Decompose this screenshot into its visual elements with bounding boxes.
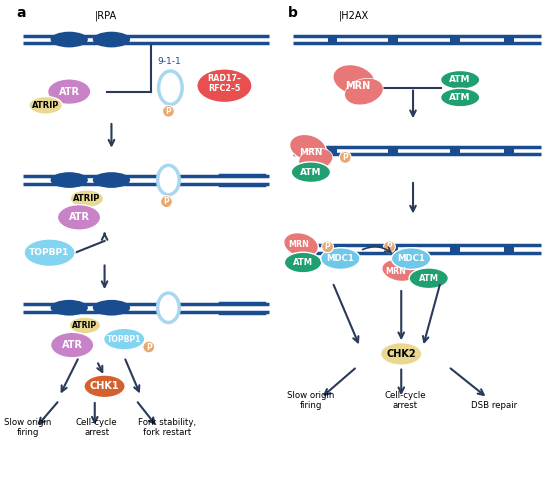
Ellipse shape (291, 162, 330, 182)
Ellipse shape (93, 300, 130, 315)
Ellipse shape (158, 293, 179, 323)
Circle shape (384, 241, 395, 253)
Ellipse shape (321, 248, 360, 269)
Text: MDC1: MDC1 (327, 254, 354, 263)
Ellipse shape (391, 248, 431, 269)
Ellipse shape (51, 32, 88, 48)
Text: ATM: ATM (293, 258, 313, 267)
Text: |RPA: |RPA (95, 11, 117, 21)
Ellipse shape (58, 205, 100, 230)
Ellipse shape (289, 134, 326, 161)
Text: P: P (166, 107, 171, 116)
Ellipse shape (159, 71, 182, 104)
Text: ATR: ATR (59, 87, 80, 97)
Circle shape (163, 105, 175, 117)
Text: b: b (288, 6, 298, 20)
Bar (505, 35, 514, 43)
Ellipse shape (158, 165, 179, 195)
Ellipse shape (51, 332, 94, 358)
Bar (389, 245, 398, 253)
Text: MRN: MRN (289, 241, 310, 249)
Text: ATR: ATR (61, 340, 83, 350)
Ellipse shape (333, 65, 376, 95)
Ellipse shape (24, 239, 75, 266)
Circle shape (339, 152, 351, 163)
Ellipse shape (93, 32, 130, 48)
Bar (505, 245, 514, 253)
Ellipse shape (51, 300, 88, 315)
Text: ATM: ATM (300, 168, 322, 177)
Text: Slow origin
firing: Slow origin firing (287, 391, 334, 410)
Text: 9-1-1: 9-1-1 (158, 57, 181, 66)
Text: CHK1: CHK1 (89, 382, 119, 391)
Bar (328, 147, 338, 155)
Bar (450, 245, 460, 253)
Text: ATRIP: ATRIP (72, 321, 98, 330)
Text: Fork stability,
fork restart: Fork stability, fork restart (138, 418, 197, 437)
Ellipse shape (70, 190, 104, 208)
Bar (328, 35, 338, 43)
Text: ATR: ATR (69, 212, 89, 223)
Text: P: P (146, 343, 152, 351)
Text: ATRIP: ATRIP (32, 101, 59, 110)
Text: DSB repair: DSB repair (470, 401, 517, 410)
Bar (505, 147, 514, 155)
Text: ATM: ATM (450, 93, 471, 102)
Text: P: P (324, 243, 330, 251)
Ellipse shape (284, 233, 318, 257)
Bar (450, 147, 460, 155)
Text: |H2AX: |H2AX (338, 11, 368, 21)
Ellipse shape (409, 268, 449, 289)
Text: ATM: ATM (450, 75, 471, 85)
Bar (389, 147, 398, 155)
Ellipse shape (382, 260, 417, 281)
Ellipse shape (440, 70, 480, 89)
Text: CHK2: CHK2 (386, 349, 416, 359)
Bar (328, 245, 338, 253)
Ellipse shape (284, 252, 322, 273)
Ellipse shape (84, 375, 125, 398)
Bar (450, 35, 460, 43)
Ellipse shape (51, 172, 88, 188)
Ellipse shape (380, 343, 422, 365)
Circle shape (322, 241, 333, 253)
Text: RAD17–
RFC2–5: RAD17– RFC2–5 (208, 74, 242, 93)
Text: MRN: MRN (385, 267, 406, 276)
Text: ATM: ATM (419, 274, 439, 283)
Ellipse shape (104, 329, 145, 350)
Ellipse shape (69, 317, 100, 334)
Text: Cell-cycle
arrest: Cell-cycle arrest (384, 391, 426, 410)
Ellipse shape (48, 79, 91, 104)
Text: P: P (164, 197, 169, 206)
Text: Slow origin
firing: Slow origin firing (4, 418, 52, 437)
Text: MDC1: MDC1 (397, 254, 425, 263)
Text: P: P (343, 153, 348, 162)
Text: TOPBP1: TOPBP1 (107, 335, 142, 344)
Ellipse shape (440, 88, 480, 107)
Circle shape (160, 196, 172, 208)
Ellipse shape (345, 78, 383, 105)
Ellipse shape (93, 172, 130, 188)
Text: MRN: MRN (345, 81, 371, 91)
Text: a: a (16, 6, 26, 20)
Ellipse shape (299, 148, 333, 171)
Text: TOPBP1: TOPBP1 (30, 248, 70, 257)
Text: ATRIP: ATRIP (73, 194, 100, 203)
Bar (389, 35, 398, 43)
Text: Cell-cycle
arrest: Cell-cycle arrest (76, 418, 117, 437)
Text: P: P (386, 243, 393, 251)
Circle shape (143, 341, 155, 353)
Text: MRN: MRN (299, 148, 323, 157)
Ellipse shape (197, 69, 252, 103)
Ellipse shape (29, 97, 63, 114)
